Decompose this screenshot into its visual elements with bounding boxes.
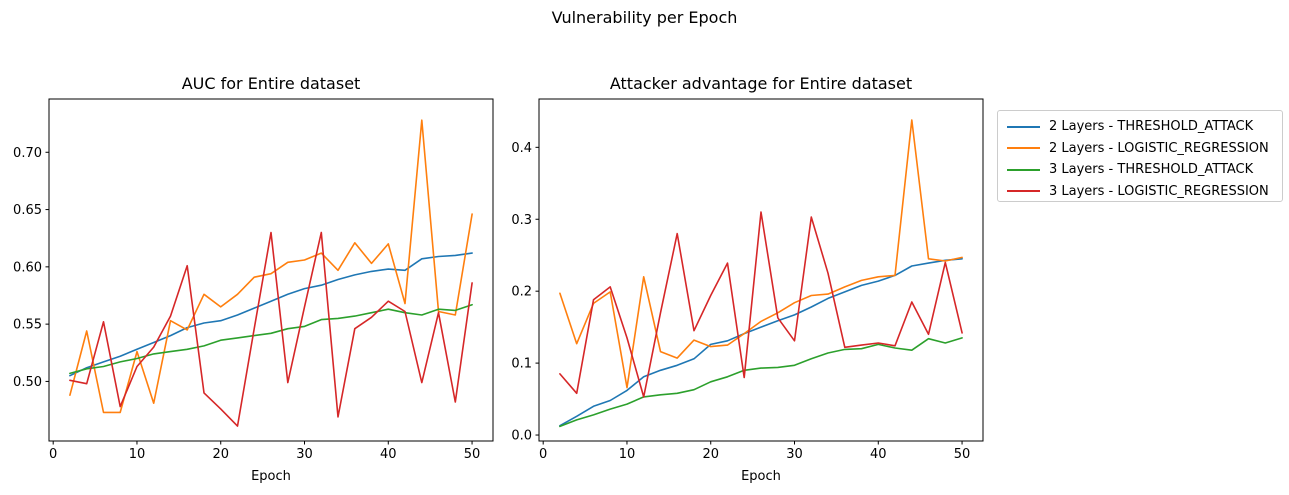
axes-frame	[48, 98, 494, 442]
axes-frame	[538, 98, 984, 442]
x-tick-label: 20	[212, 447, 229, 462]
series-line-2-layers-logistic-regression	[69, 119, 473, 414]
series-line-2-layers-logistic-regression	[559, 119, 963, 389]
y-tick-label: 0.65	[13, 203, 42, 218]
series-line-3-layers-threshold-attack	[559, 337, 963, 428]
legend-line-sample	[1007, 125, 1040, 128]
x-tick-label: 30	[786, 447, 803, 462]
x-tick-label: 40	[380, 447, 397, 462]
legend-label: 2 Layers - THRESHOLD_ATTACK	[1049, 119, 1254, 135]
y-tick-label: 0.2	[511, 285, 532, 300]
legend-label: 2 Layers - LOGISTIC_REGRESSION	[1049, 140, 1269, 156]
auc-chart-title: AUC for Entire dataset	[181, 74, 361, 93]
legend-line-sample	[1007, 147, 1040, 150]
y-tick-label: 0.3	[511, 213, 532, 228]
advantage-xaxis-label: Epoch	[741, 469, 781, 484]
legend-entry: 3 Layers - THRESHOLD_ATTACK	[998, 159, 1282, 181]
legend-line-sample	[1007, 190, 1040, 193]
series-line-2-layers-threshold-attack	[559, 257, 963, 427]
y-tick-label: 0.50	[13, 375, 42, 390]
legend-label: 3 Layers - THRESHOLD_ATTACK	[1049, 162, 1254, 178]
x-tick-label: 10	[619, 447, 636, 462]
legend-entry: 2 Layers - LOGISTIC_REGRESSION	[998, 138, 1282, 160]
figure-suptitle: Vulnerability per Epoch	[551, 8, 738, 27]
legend-line-sample	[1007, 168, 1040, 171]
x-tick-label: 10	[129, 447, 146, 462]
y-tick-label: 0.0	[511, 429, 532, 444]
y-tick-label: 0.55	[13, 318, 42, 333]
x-tick-label: 50	[954, 447, 971, 462]
y-tick-label: 0.4	[511, 141, 532, 156]
auc-xaxis-label: Epoch	[251, 469, 291, 484]
legend-entry: 2 Layers - THRESHOLD_ATTACK	[998, 116, 1282, 138]
y-tick-label: 0.1	[511, 357, 532, 372]
y-tick-label: 0.60	[13, 260, 42, 275]
series-line-3-layers-logistic-regression	[559, 211, 963, 398]
x-tick-label: 50	[464, 447, 481, 462]
y-tick-label: 0.70	[13, 146, 42, 161]
x-tick-label: 40	[870, 447, 887, 462]
subplot-advantage: 0 10 20 30 40 50 0.0 0.1 0.2 0.3 0.4	[511, 98, 984, 462]
series-line-2-layers-threshold-attack	[69, 252, 473, 377]
series-line-3-layers-logistic-regression	[69, 231, 473, 427]
legend-label: 3 Layers - LOGISTIC_REGRESSION	[1049, 183, 1269, 199]
advantage-chart-title: Attacker advantage for Entire dataset	[609, 74, 913, 93]
legend: 2 Layers - THRESHOLD_ATTACK 2 Layers - LO…	[997, 110, 1283, 202]
subplot-auc: 0 10 20 30 40 50 0.50 0.55 0.60 0.65 0.70	[13, 98, 494, 462]
x-tick-label: 20	[702, 447, 719, 462]
legend-entry: 3 Layers - LOGISTIC_REGRESSION	[998, 181, 1282, 203]
x-tick-label: 0	[49, 447, 57, 462]
x-tick-label: 30	[296, 447, 313, 462]
x-tick-label: 0	[539, 447, 547, 462]
